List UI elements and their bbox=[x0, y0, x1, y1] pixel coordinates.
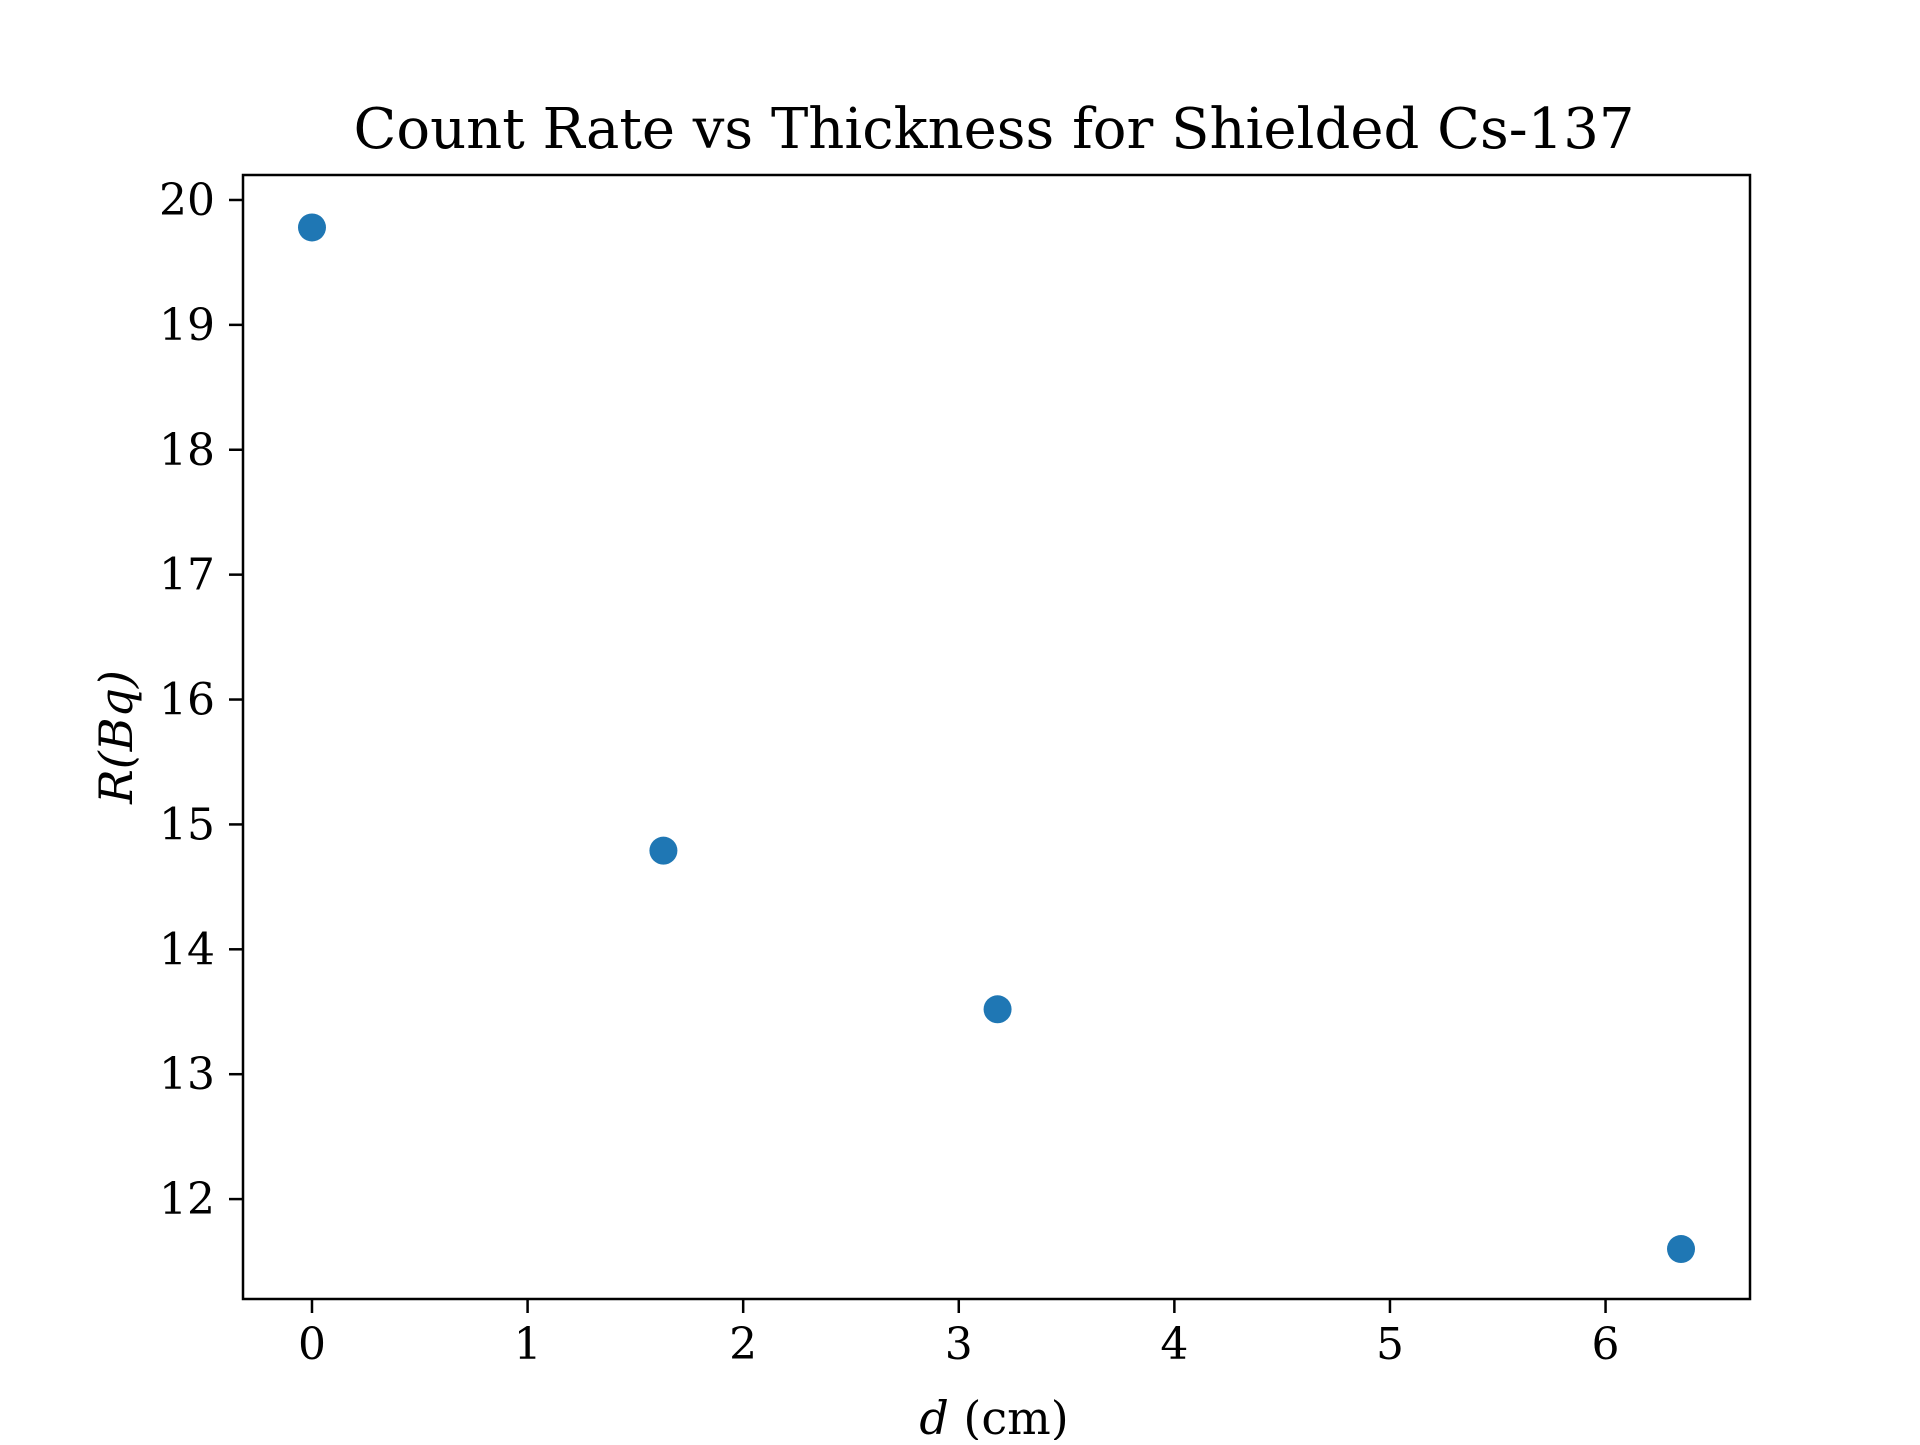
x-tick-label: 5 bbox=[1376, 1319, 1404, 1370]
data-point bbox=[1667, 1235, 1696, 1264]
x-tick-label: 3 bbox=[945, 1319, 973, 1370]
x-axis-variable: d bbox=[919, 1391, 948, 1440]
plot-area-frame bbox=[241, 173, 1752, 1301]
y-tick-label: 15 bbox=[159, 799, 215, 850]
y-tick-label: 20 bbox=[159, 175, 215, 226]
x-axis-ticks: 0 1 2 3 4 5 6 bbox=[298, 1299, 1620, 1370]
data-point bbox=[983, 995, 1012, 1024]
y-tick-label: 12 bbox=[159, 1174, 215, 1225]
x-axis-unit: (cm) bbox=[949, 1391, 1069, 1440]
y-axis-ticks: 12 13 14 15 16 17 18 19 20 bbox=[159, 175, 243, 1225]
x-tick-label: 1 bbox=[514, 1319, 542, 1370]
x-tick-label: 6 bbox=[1592, 1319, 1620, 1370]
y-tick-label: 17 bbox=[159, 550, 215, 601]
y-tick-label: 13 bbox=[159, 1049, 215, 1100]
data-points bbox=[297, 213, 1696, 1264]
y-axis-label: R(Bq) bbox=[89, 670, 143, 805]
x-tick-label: 2 bbox=[729, 1319, 757, 1370]
x-axis-label: d (cm) bbox=[919, 1391, 1068, 1440]
y-tick-label: 19 bbox=[159, 300, 215, 351]
chart-title: Count Rate vs Thickness for Shielded Cs-… bbox=[354, 97, 1635, 162]
data-point bbox=[649, 836, 678, 865]
y-tick-label: 16 bbox=[159, 675, 215, 726]
x-tick-label: 0 bbox=[298, 1319, 326, 1370]
y-tick-label: 14 bbox=[159, 924, 215, 975]
x-tick-label: 4 bbox=[1160, 1319, 1188, 1370]
data-point bbox=[297, 213, 326, 242]
y-tick-label: 18 bbox=[159, 425, 215, 476]
